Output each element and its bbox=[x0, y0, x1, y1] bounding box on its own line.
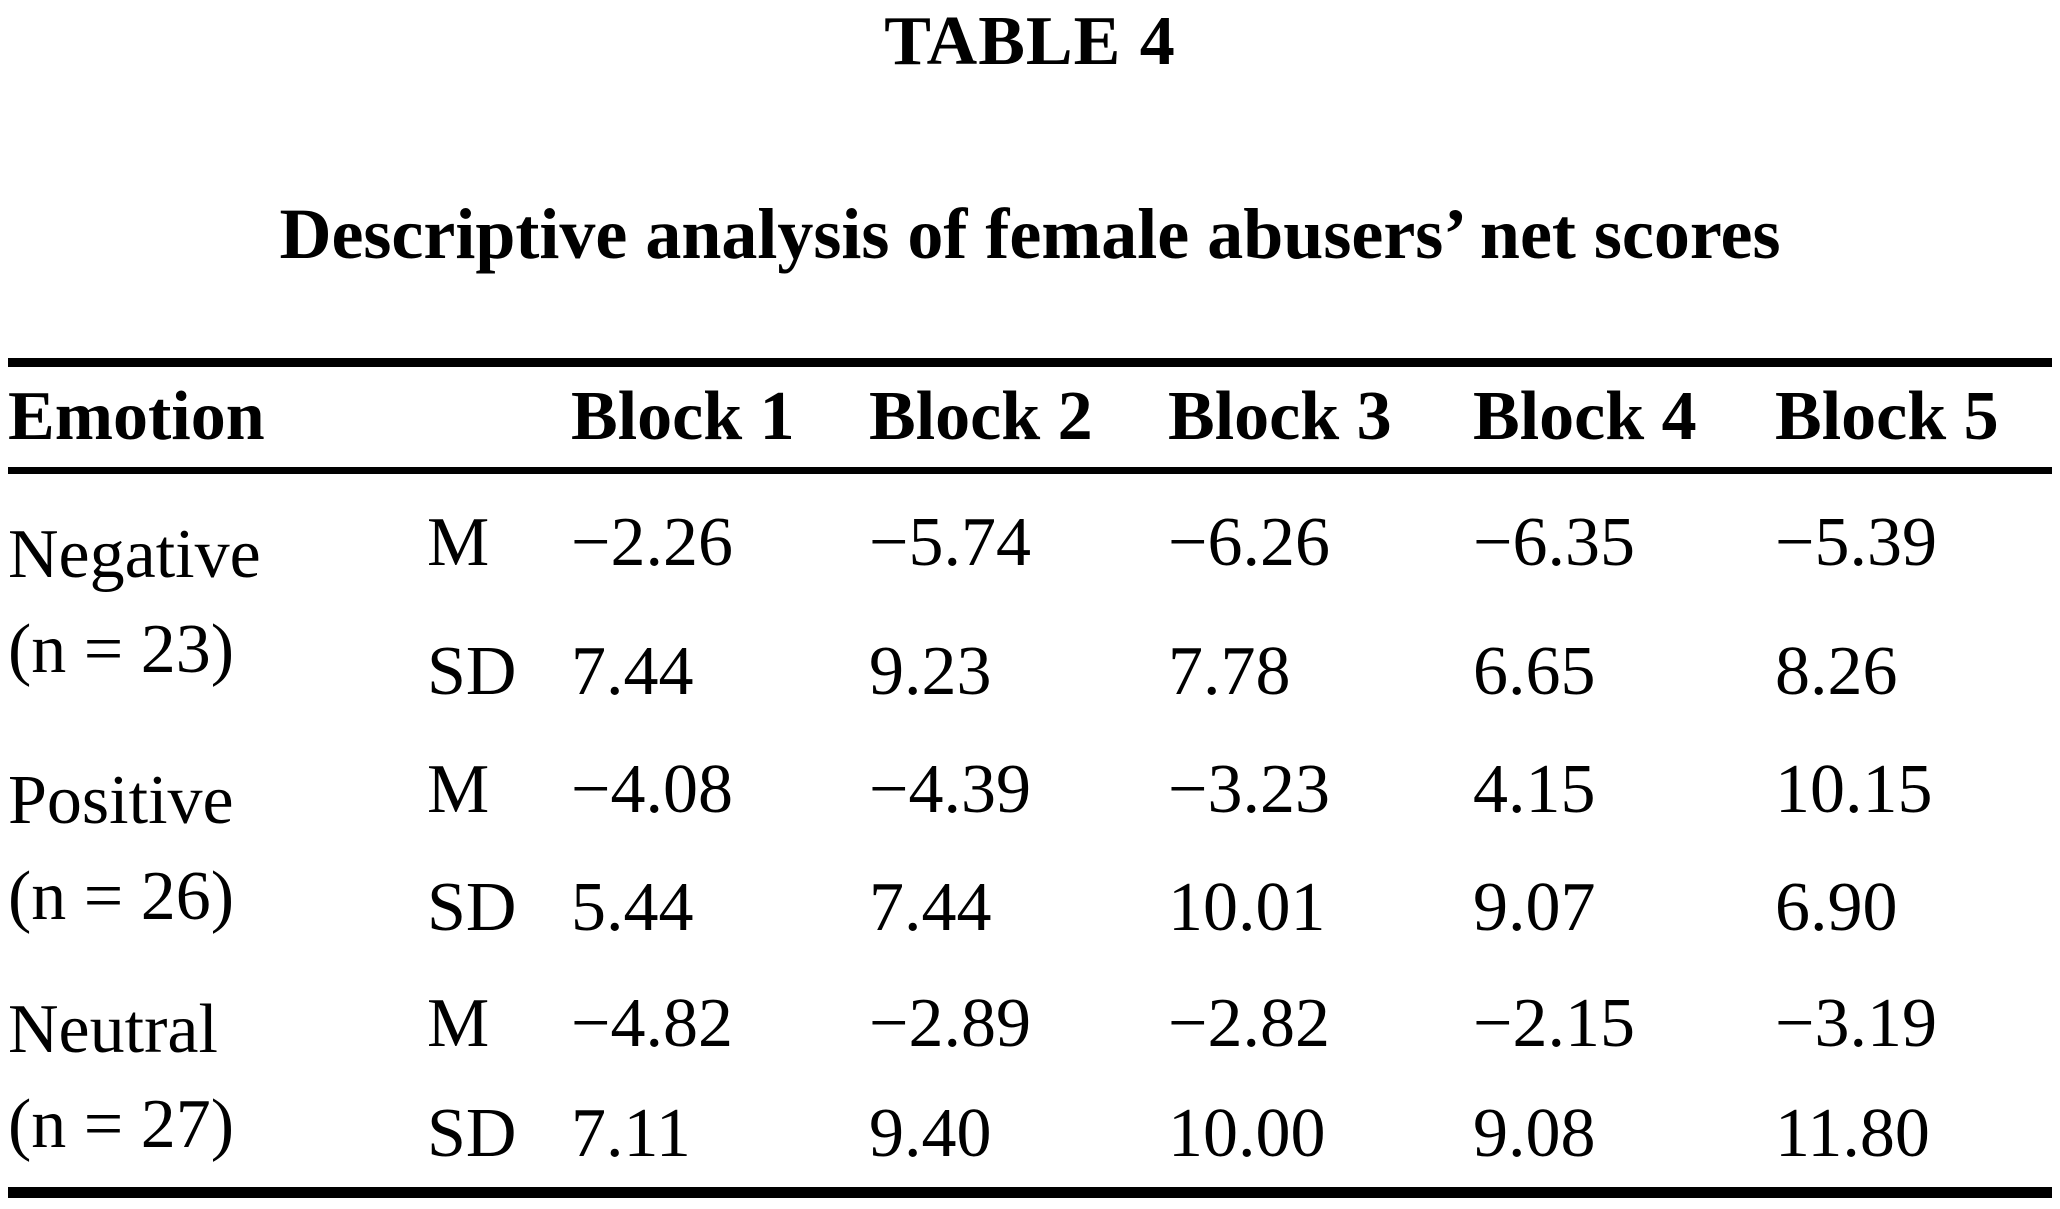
stat-label: SD bbox=[427, 1094, 517, 1172]
column-header-block-4: Block 4 bbox=[1473, 362, 1775, 474]
cell-value: −2.82 bbox=[1168, 984, 1330, 1062]
header-row: Emotion Block 1 Block 2 Block 3 Block 4 … bbox=[8, 362, 2052, 474]
table-row: Negative (n = 23) M −2.26 −5.74 −6.26 −6… bbox=[8, 471, 2052, 688]
stat-label: SD bbox=[427, 632, 517, 710]
table-number-title: TABLE 4 bbox=[884, 3, 1176, 80]
cell-value: −3.19 bbox=[1775, 984, 1937, 1062]
column-header-emotion: Emotion bbox=[8, 362, 427, 474]
column-header-block-5: Block 5 bbox=[1775, 362, 2052, 474]
cell-value: −2.26 bbox=[571, 504, 733, 582]
cell-value: −4.82 bbox=[571, 984, 733, 1062]
cell-value: 9.40 bbox=[869, 1094, 992, 1172]
table-row: SD 5.44 7.44 10.01 9.07 6.90 bbox=[8, 849, 2052, 967]
emotion-name: Negative bbox=[8, 516, 261, 594]
emotion-n-count: (n = 26) bbox=[8, 857, 235, 935]
column-header-block-3: Block 3 bbox=[1168, 362, 1473, 474]
emotion-name: Neutral bbox=[8, 990, 218, 1068]
cell-value: 9.23 bbox=[869, 632, 992, 710]
cell-value: 5.44 bbox=[571, 868, 694, 946]
cell-value: −4.08 bbox=[571, 750, 733, 828]
descriptive-statistics-table: Emotion Block 1 Block 2 Block 3 Block 4 … bbox=[8, 358, 2052, 1198]
cell-value: 4.15 bbox=[1473, 750, 1596, 828]
emotion-label-positive: Positive (n = 26) bbox=[8, 731, 427, 967]
cell-value: 11.80 bbox=[1775, 1094, 1930, 1172]
cell-value: 6.90 bbox=[1775, 868, 1898, 946]
cell-value: −4.39 bbox=[869, 750, 1031, 828]
cell-value: 10.01 bbox=[1168, 868, 1326, 946]
emotion-name: Positive bbox=[8, 762, 234, 840]
table-row: SD 7.44 9.23 7.78 6.65 8.26 bbox=[8, 613, 2052, 731]
cell-value: 6.65 bbox=[1473, 632, 1596, 710]
cell-value: −3.23 bbox=[1168, 750, 1330, 828]
cell-value: −2.89 bbox=[869, 984, 1031, 1062]
cell-value: 9.08 bbox=[1473, 1094, 1596, 1172]
column-header-block-1: Block 1 bbox=[571, 362, 869, 474]
stat-label: M bbox=[427, 750, 490, 828]
column-header-stat bbox=[427, 362, 571, 474]
cell-value: 10.00 bbox=[1168, 1094, 1326, 1172]
cell-value: −6.35 bbox=[1473, 504, 1635, 582]
cell-value: 7.11 bbox=[571, 1094, 691, 1172]
cell-value: −2.15 bbox=[1473, 984, 1635, 1062]
table-row: SD 7.11 9.40 10.00 9.08 11.80 bbox=[8, 1081, 2052, 1193]
emotion-n-count: (n = 27) bbox=[8, 1085, 235, 1163]
stat-label: M bbox=[427, 504, 490, 582]
cell-value: 10.15 bbox=[1775, 750, 1933, 828]
stat-label: M bbox=[427, 984, 490, 1062]
cell-value: −5.39 bbox=[1775, 504, 1937, 582]
cell-value: 7.78 bbox=[1168, 632, 1291, 710]
cell-value: 7.44 bbox=[869, 868, 992, 946]
cell-value: 8.26 bbox=[1775, 632, 1898, 710]
cell-value: 9.07 bbox=[1473, 868, 1596, 946]
emotion-n-count: (n = 23) bbox=[8, 611, 235, 689]
cell-value: −6.26 bbox=[1168, 504, 1330, 582]
cell-value: −5.74 bbox=[869, 504, 1031, 582]
table-row: Neutral (n = 27) M −4.82 −2.89 −2.82 −2.… bbox=[8, 967, 2052, 1163]
column-header-block-2: Block 2 bbox=[869, 362, 1168, 474]
cell-value: 7.44 bbox=[571, 632, 694, 710]
table-caption: Descriptive analysis of female abusers’ … bbox=[279, 194, 1781, 274]
emotion-label-neutral: Neutral (n = 27) bbox=[8, 967, 427, 1193]
emotion-label-negative: Negative (n = 23) bbox=[8, 471, 427, 731]
table-row: Positive (n = 26) M −4.08 −4.39 −3.23 4.… bbox=[8, 731, 2052, 935]
stat-label: SD bbox=[427, 868, 517, 946]
